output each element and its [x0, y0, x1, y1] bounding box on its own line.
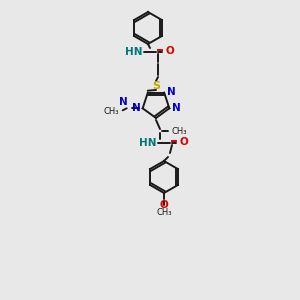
Text: N: N — [172, 103, 181, 113]
Text: N: N — [119, 97, 128, 107]
Text: N: N — [132, 103, 141, 113]
Text: HN: HN — [139, 138, 156, 148]
Text: CH₃: CH₃ — [156, 208, 172, 217]
Text: N: N — [167, 87, 176, 97]
Text: O: O — [160, 200, 168, 210]
Text: O: O — [179, 137, 188, 147]
Text: S: S — [152, 81, 160, 91]
Text: CH₃: CH₃ — [103, 107, 119, 116]
Text: O: O — [165, 46, 174, 56]
Text: HN: HN — [124, 47, 142, 57]
Text: CH₃: CH₃ — [172, 127, 188, 136]
